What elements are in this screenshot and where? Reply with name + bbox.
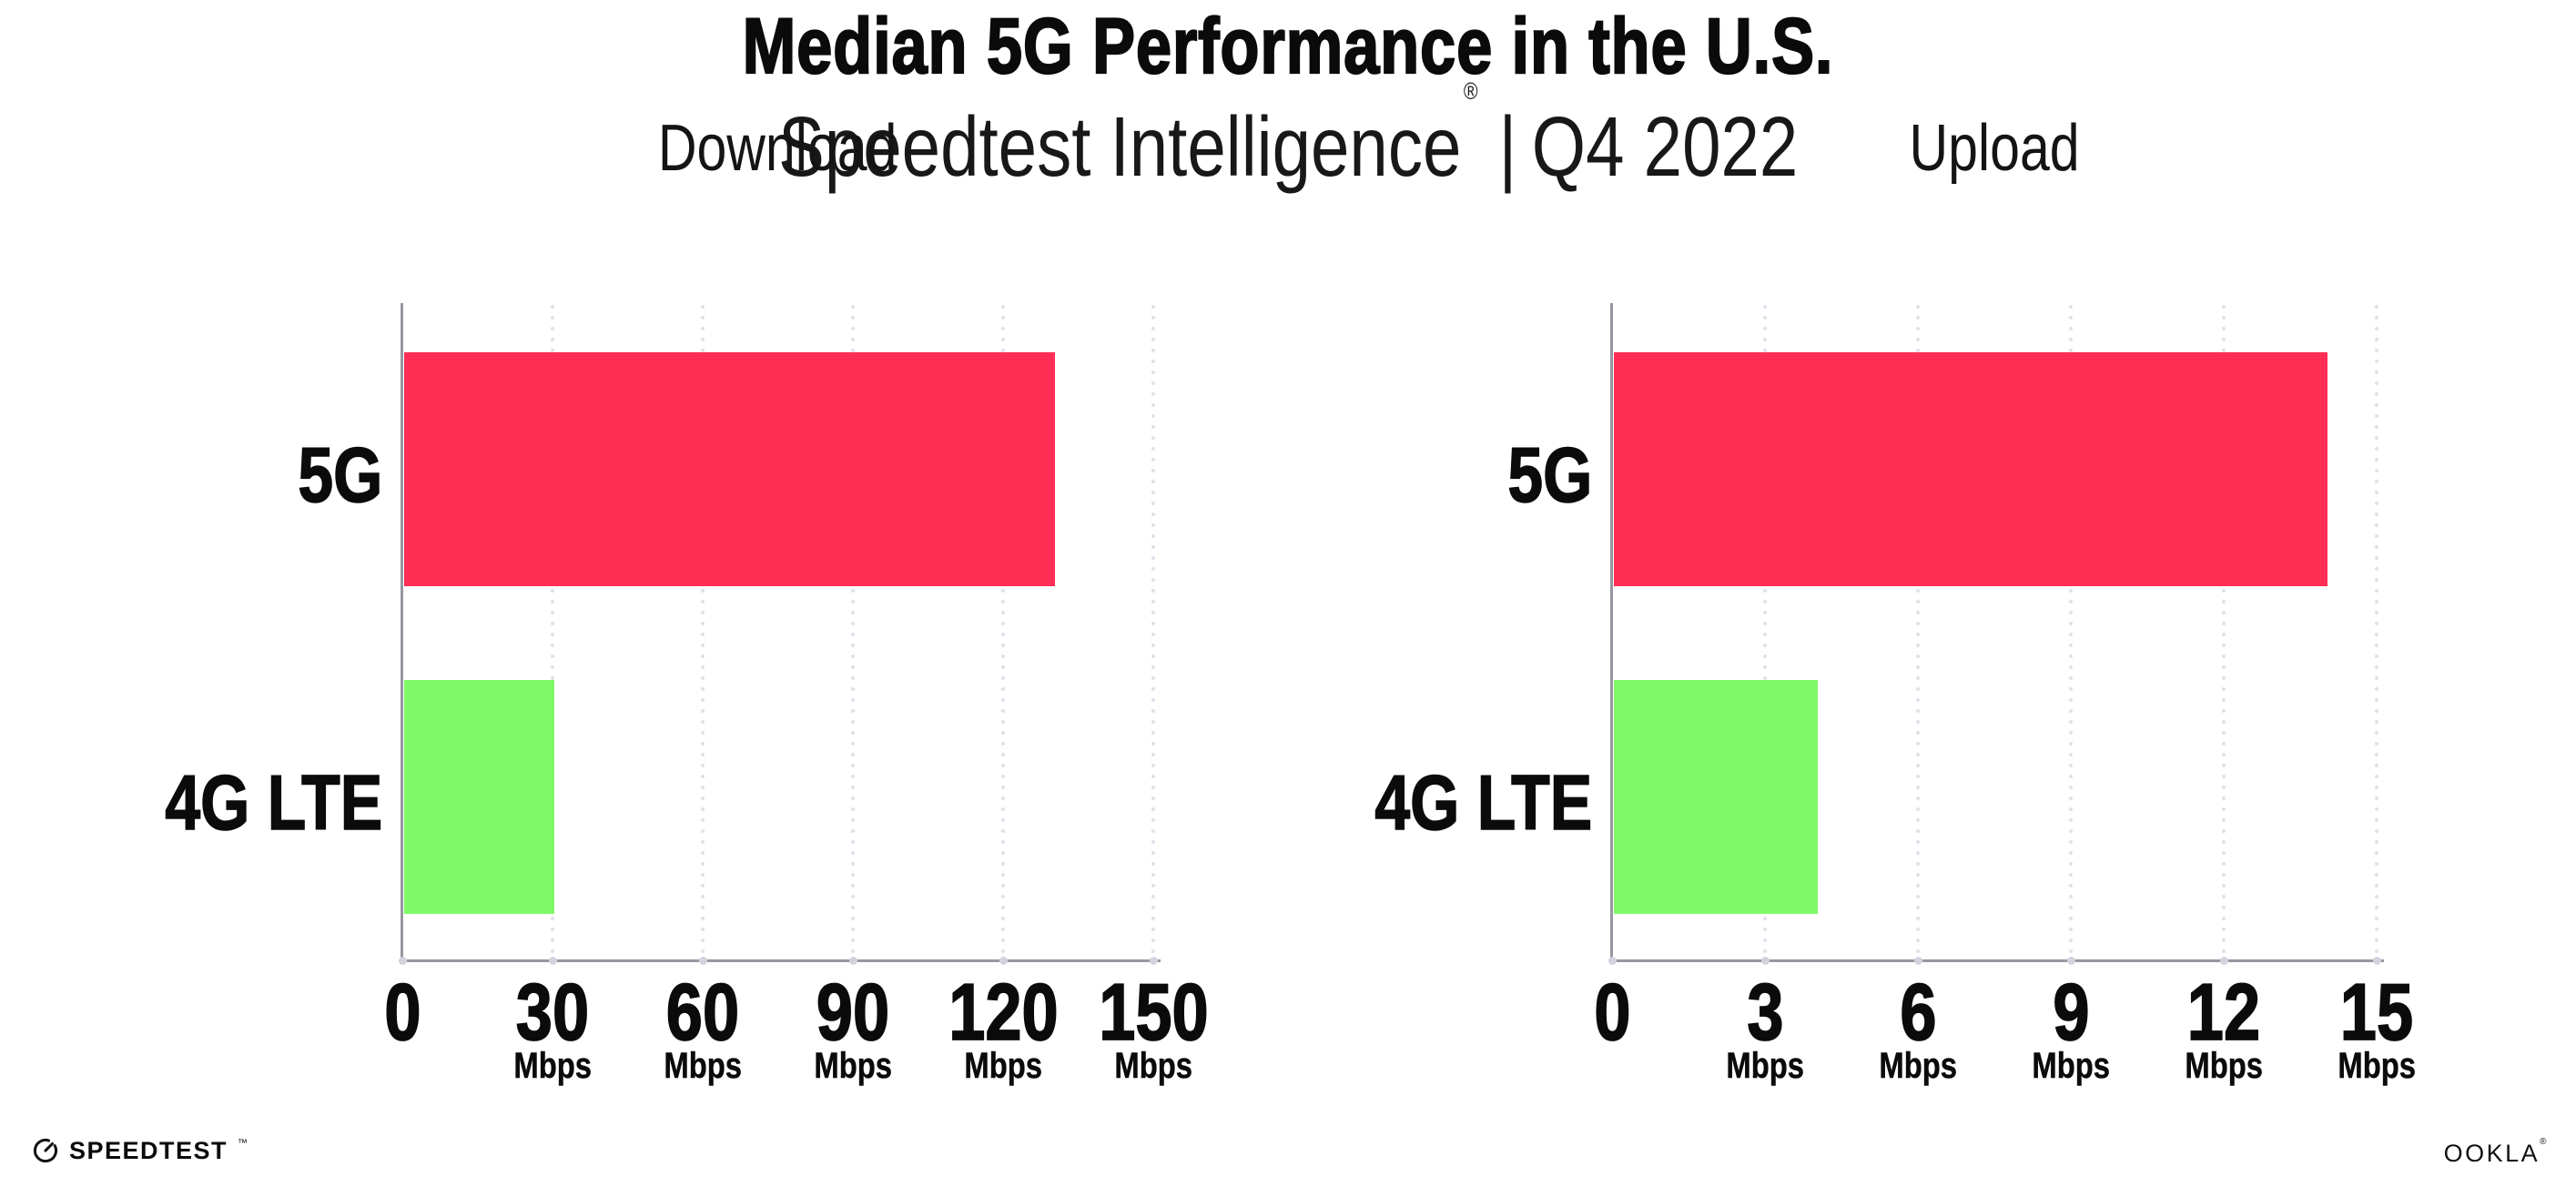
axis-tick-dot-120 (999, 957, 1008, 965)
tick-unit-90: Mbps (814, 1046, 892, 1087)
axis-tick-dot-6 (1914, 957, 1922, 965)
axis-tick-dot-150 (1150, 957, 1158, 965)
bar-4g-lte (1614, 679, 1818, 914)
speedtest-logo: SPEEDTEST ™ (31, 1136, 248, 1165)
category-label-5g: 5G (1506, 432, 1592, 519)
x-axis (401, 959, 1161, 962)
tick-label-0: 0 (1593, 967, 1631, 1057)
axis-tick-dot-0 (399, 957, 407, 965)
grid-line-9 (2069, 305, 2073, 960)
axis-tick-dot-12 (2220, 957, 2228, 965)
grid-line-120 (1001, 305, 1005, 960)
grid-line-90 (851, 305, 855, 960)
axis-tick-dot-90 (849, 957, 857, 965)
speedtest-wordmark: SPEEDTEST (69, 1136, 228, 1164)
tick-label-3: 3 (1746, 967, 1784, 1057)
tick-label-6: 6 (1899, 967, 1937, 1057)
grid-line-60 (701, 305, 705, 960)
chart-title-upload: Upload (1909, 112, 2080, 185)
tick-label-0: 0 (383, 967, 421, 1057)
page-subtitle: Speedtest Intelligence® | Q4 2022 (0, 77, 2576, 194)
tick-label-30: 30 (515, 967, 590, 1057)
axis-tick-dot-15 (2373, 957, 2381, 965)
axis-tick-dot-3 (1761, 957, 1770, 965)
tick-unit-3: Mbps (1726, 1046, 1804, 1087)
tick-unit-150: Mbps (1114, 1046, 1192, 1087)
page-title: Median 5G Performance in the U.S. (742, 3, 1834, 90)
tick-unit-9: Mbps (2032, 1046, 2110, 1087)
tick-label-12: 12 (2186, 967, 2261, 1057)
category-label-4g-lte: 4G LTE (1374, 760, 1593, 847)
tick-unit-30: Mbps (513, 1046, 592, 1087)
tick-label-15: 15 (2339, 967, 2414, 1057)
subtitle-period: Q4 2022 (1531, 99, 1799, 194)
grid-line-6 (1916, 305, 1920, 960)
subtitle-separator: | (1498, 99, 1517, 194)
grid-line-150 (1151, 305, 1155, 960)
x-axis (1610, 959, 2384, 962)
subtitle-brand: Speedtest Intelligence (777, 99, 1462, 194)
axis-tick-dot-9 (2067, 957, 2075, 965)
tick-unit-120: Mbps (964, 1046, 1042, 1087)
ookla-logo: OOKLA® (2443, 1137, 2549, 1168)
ookla-registered-mark: ® (2540, 1137, 2549, 1147)
tick-unit-60: Mbps (664, 1046, 742, 1087)
tick-unit-12: Mbps (2185, 1046, 2263, 1087)
speedtest-gauge-icon (33, 1138, 58, 1163)
grid-line-30 (551, 305, 554, 960)
axis-tick-dot-60 (699, 957, 707, 965)
chart-title-download: Download (658, 112, 898, 185)
bar-4g-lte (404, 679, 554, 914)
tick-label-60: 60 (665, 967, 740, 1057)
tick-label-90: 90 (816, 967, 890, 1057)
grid-line-3 (1763, 305, 1767, 960)
bar-5g (1614, 351, 2328, 586)
tick-label-120: 120 (948, 967, 1059, 1057)
tick-unit-15: Mbps (2338, 1046, 2416, 1087)
tick-label-9: 9 (2052, 967, 2090, 1057)
tick-label-150: 150 (1098, 967, 1209, 1057)
registered-mark: ® (1463, 77, 1478, 105)
y-axis (1610, 303, 1613, 962)
y-axis (401, 303, 403, 962)
axis-tick-dot-0 (1608, 957, 1617, 965)
grid-line-12 (2222, 305, 2226, 960)
category-label-5g: 5G (297, 432, 382, 519)
grid-line-15 (2375, 305, 2378, 960)
ookla-wordmark: OOKLA (2443, 1140, 2541, 1167)
bar-5g (404, 351, 1055, 586)
category-label-4g-lte: 4G LTE (165, 760, 383, 847)
tick-unit-6: Mbps (1879, 1046, 1957, 1087)
trademark-mark: ™ (238, 1138, 248, 1149)
axis-tick-dot-30 (549, 957, 557, 965)
